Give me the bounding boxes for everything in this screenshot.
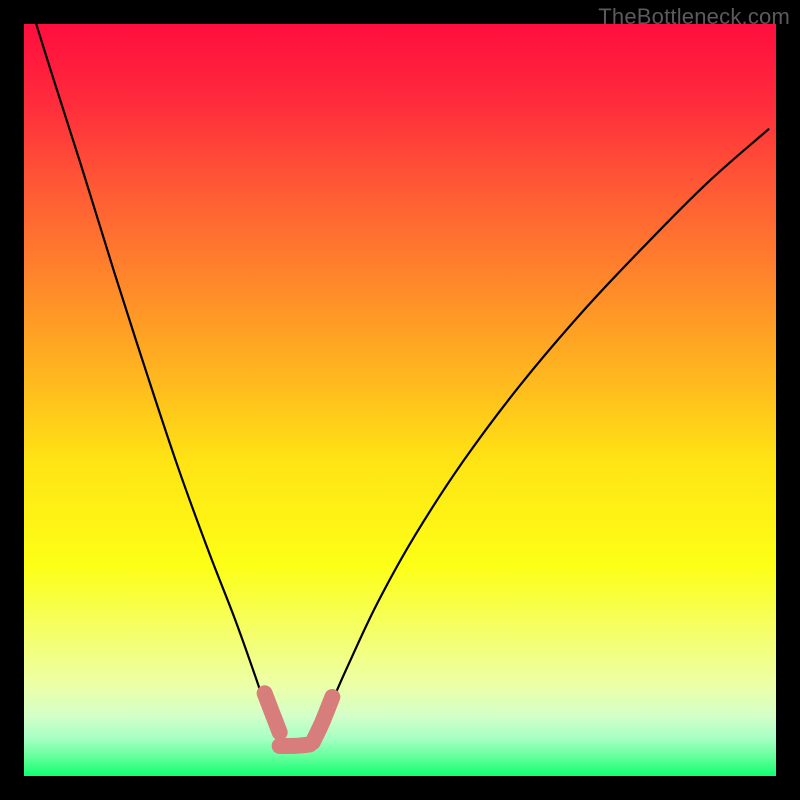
chart-stage: TheBottleneck.com bbox=[0, 0, 800, 800]
watermark-text: TheBottleneck.com bbox=[598, 4, 790, 30]
bottleneck-chart bbox=[0, 0, 800, 800]
plot-background bbox=[24, 24, 776, 776]
